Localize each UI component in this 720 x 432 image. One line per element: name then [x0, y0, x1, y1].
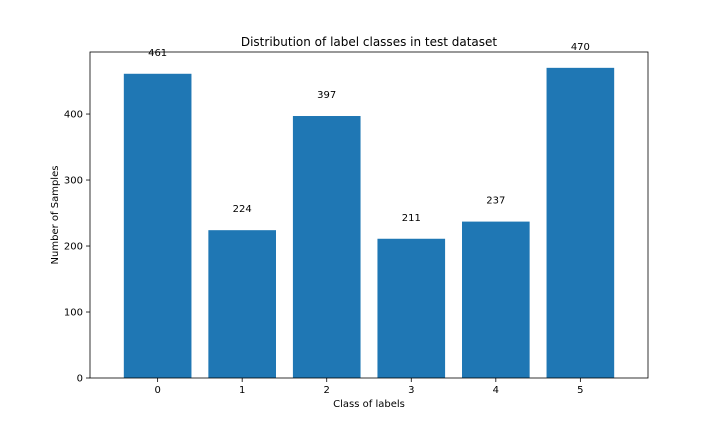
bar-5 — [546, 67, 615, 378]
data-label-4: 237 — [486, 196, 505, 207]
x-tick-label-2: 2 — [324, 385, 330, 396]
y-tick-label-200: 200 — [64, 242, 83, 253]
bar-0 — [123, 73, 192, 378]
bar-3 — [377, 238, 446, 378]
y-tick-label-300: 300 — [64, 176, 83, 187]
chart-title: Distribution of label classes in test da… — [241, 35, 498, 49]
x-tick-label-3: 3 — [408, 385, 414, 396]
plot-frame — [89, 51, 649, 379]
data-label-2: 397 — [317, 90, 336, 101]
x-tick-label-0: 0 — [154, 385, 160, 396]
y-tick-label-100: 100 — [64, 308, 83, 319]
data-labels-group: 461 224 397 211 237 470 — [148, 42, 590, 224]
y-tick-label-400: 400 — [64, 110, 83, 121]
x-axis-ticks: 0 1 2 3 4 5 — [154, 378, 584, 396]
data-label-1: 224 — [233, 204, 252, 215]
axes-group: 0 1 2 3 4 5 0 100 200 300 400 — [64, 51, 649, 396]
data-label-5: 470 — [571, 42, 590, 53]
data-label-3: 211 — [402, 213, 421, 224]
bars-group — [123, 67, 615, 378]
x-axis-label: Class of labels — [333, 399, 405, 410]
y-tick-label-0: 0 — [77, 374, 83, 385]
bar-4 — [462, 221, 530, 378]
data-label-0: 461 — [148, 48, 167, 59]
x-tick-label-5: 5 — [577, 385, 583, 396]
bar-2 — [292, 116, 361, 378]
y-axis-label: Number of Samples — [50, 166, 61, 265]
bar-1 — [208, 230, 276, 378]
y-axis-ticks: 0 100 200 300 400 — [64, 110, 90, 385]
x-tick-label-4: 4 — [493, 385, 499, 396]
x-tick-label-1: 1 — [239, 385, 245, 396]
